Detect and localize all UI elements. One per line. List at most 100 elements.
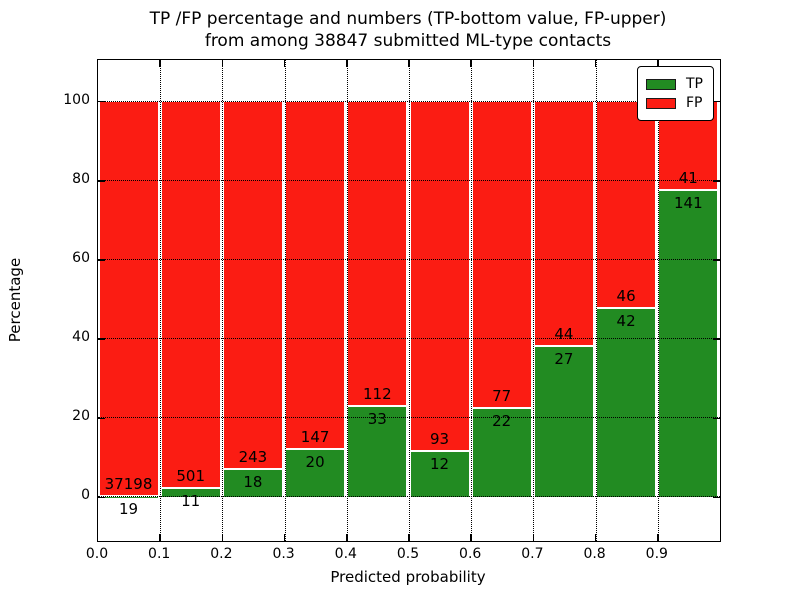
x-gridline (595, 60, 597, 541)
x-tick-label: 0.1 (148, 546, 171, 562)
tp-bar-segment (348, 407, 407, 498)
x-tick-mark-bottom (221, 534, 224, 541)
fp-count-label: 501 (176, 466, 206, 485)
fp-count-label: 112 (362, 385, 392, 404)
y-tick-label: 40 (72, 329, 90, 346)
x-gridline (160, 60, 162, 541)
tp-bar-segment (597, 308, 656, 498)
x-gridline (471, 60, 473, 541)
tp-count-label: 11 (181, 491, 201, 510)
tp-count-label: 42 (616, 311, 636, 330)
fp-bar-segment (472, 101, 531, 410)
tp-count-label: 12 (429, 455, 450, 474)
x-tick-mark-bottom (408, 534, 410, 541)
tp-count-label: 22 (492, 412, 512, 431)
tp-count-label: 19 (118, 500, 139, 519)
chart-title-line2: from among 38847 submitted ML-type conta… (204, 31, 612, 51)
x-gridline (284, 60, 286, 541)
chart-title: TP /FP percentage and numbers (TP-bottom… (97, 8, 719, 52)
x-tick-label: 0.4 (334, 546, 357, 562)
x-tick-mark-bottom (283, 534, 286, 541)
fp-bar-segment (534, 101, 593, 347)
x-tick-mark-top (408, 60, 410, 67)
tp-bar-segment (161, 488, 220, 498)
x-tick-label: 0.8 (583, 546, 606, 562)
x-tick-mark-bottom (346, 534, 348, 541)
x-tick-label: 0.9 (645, 546, 668, 562)
tp-legend-swatch-icon (646, 78, 676, 90)
x-tick-mark-top (346, 60, 348, 67)
y-tick-mark-left (98, 338, 105, 340)
y-tick-mark-right (713, 259, 720, 261)
y-tick-mark-left (98, 259, 105, 261)
x-gridline (533, 60, 535, 541)
tp-bar-segment (223, 470, 282, 498)
tp-count-label: 141 (673, 193, 703, 212)
tp-bar-segment (286, 450, 345, 498)
fp-count-label: 93 (429, 430, 450, 449)
y-tick-mark-left (98, 100, 105, 103)
tp-bar-segment (534, 346, 593, 498)
fp-bar-segment (286, 101, 345, 451)
x-tick-label: 0.6 (459, 546, 482, 562)
fp-bar-segment (223, 101, 282, 471)
tp-bar-segment (659, 190, 718, 498)
y-tick-mark-right (713, 496, 720, 499)
legend-label-fp: FP (686, 95, 703, 111)
tp-count-label: 33 (367, 410, 387, 429)
x-tick-label: 0.5 (396, 546, 420, 562)
x-tick-mark-top (594, 60, 597, 67)
x-tick-mark-bottom (470, 534, 472, 541)
fp-count-label: 44 (554, 324, 574, 343)
x-tick-mark-top (283, 60, 286, 67)
x-tick-mark-bottom (532, 534, 535, 541)
x-tick-label: 0.2 (210, 546, 233, 562)
y-tick-mark-right (713, 417, 720, 420)
fp-count-label: 46 (616, 286, 636, 305)
y-tick-mark-right (713, 100, 720, 103)
tp-bar-segment (410, 452, 469, 498)
x-tick-mark-top (221, 60, 224, 67)
y-tick-mark-left (98, 417, 105, 420)
x-gridline (409, 60, 410, 541)
y-tick-label: 80 (72, 170, 90, 187)
plot-area: TP FP 37198 19 501 11 243 18 147 20 112 33 93 12 77 2… (97, 59, 721, 542)
fp-count-label: 77 (492, 387, 512, 406)
legend-label-tp: TP (686, 76, 703, 92)
y-tick-label: 60 (72, 249, 90, 266)
y-tick-mark-left (98, 180, 105, 182)
fp-bar-segment (348, 101, 407, 408)
fp-count-label: 37198 (104, 475, 153, 494)
fp-legend-swatch-icon (646, 97, 676, 109)
fp-count-label: 243 (238, 448, 268, 467)
x-tick-mark-top (657, 60, 659, 67)
fp-bar-segment (410, 101, 469, 453)
chart-legend: TP FP (637, 66, 714, 121)
x-tick-mark-bottom (594, 534, 597, 541)
x-tick-label: 0.0 (85, 546, 109, 562)
x-tick-mark-bottom (657, 534, 659, 541)
y-tick-label: 100 (63, 91, 90, 108)
x-tick-mark-top (470, 60, 472, 67)
y-tick-label: 0 (81, 487, 90, 504)
tp-count-label: 18 (243, 473, 263, 492)
x-gridline (346, 60, 348, 541)
x-gridline (657, 60, 659, 541)
x-tick-mark-top (159, 60, 161, 67)
x-tick-mark-top (532, 60, 535, 67)
x-tick-label: 0.7 (521, 546, 544, 562)
fp-bar-segment (597, 101, 656, 309)
chart-title-line1: TP /FP percentage and numbers (TP-bottom… (149, 9, 667, 29)
y-tick-label: 20 (72, 408, 90, 425)
fp-bar-segment (99, 101, 158, 498)
x-gridline (222, 60, 224, 541)
tp-count-label: 20 (305, 453, 325, 472)
legend-entry-fp: FP (646, 95, 703, 111)
tp-bar-segment (472, 409, 531, 498)
y-tick-mark-right (713, 338, 720, 340)
legend-entry-tp: TP (646, 76, 703, 92)
fp-count-label: 147 (300, 428, 330, 447)
y-axis-label: Percentage (6, 257, 24, 343)
fp-count-label: 41 (678, 168, 698, 187)
